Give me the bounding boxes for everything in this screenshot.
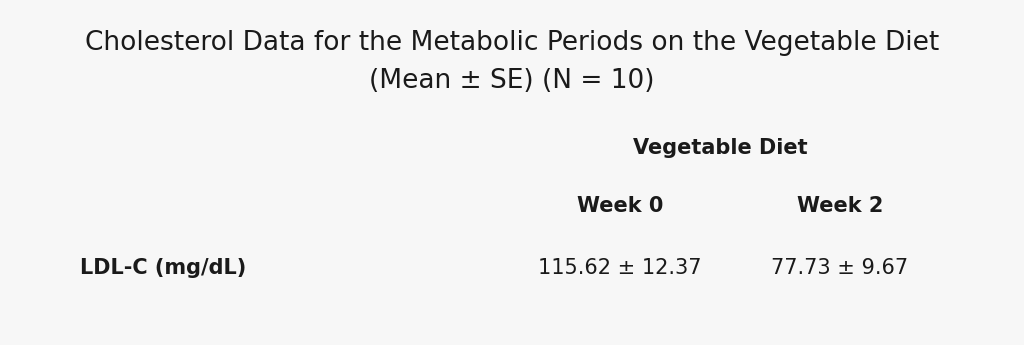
- Text: Vegetable Diet: Vegetable Diet: [633, 138, 807, 158]
- Text: Week 0: Week 0: [577, 196, 664, 216]
- Text: Cholesterol Data for the Metabolic Periods on the Vegetable Diet: Cholesterol Data for the Metabolic Perio…: [85, 30, 939, 56]
- Text: 115.62 ± 12.37: 115.62 ± 12.37: [539, 258, 701, 278]
- Text: Week 2: Week 2: [797, 196, 883, 216]
- Text: LDL-C (mg/dL): LDL-C (mg/dL): [80, 258, 246, 278]
- Text: 77.73 ± 9.67: 77.73 ± 9.67: [771, 258, 908, 278]
- Text: (Mean ± SE) (N = 10): (Mean ± SE) (N = 10): [370, 68, 654, 94]
